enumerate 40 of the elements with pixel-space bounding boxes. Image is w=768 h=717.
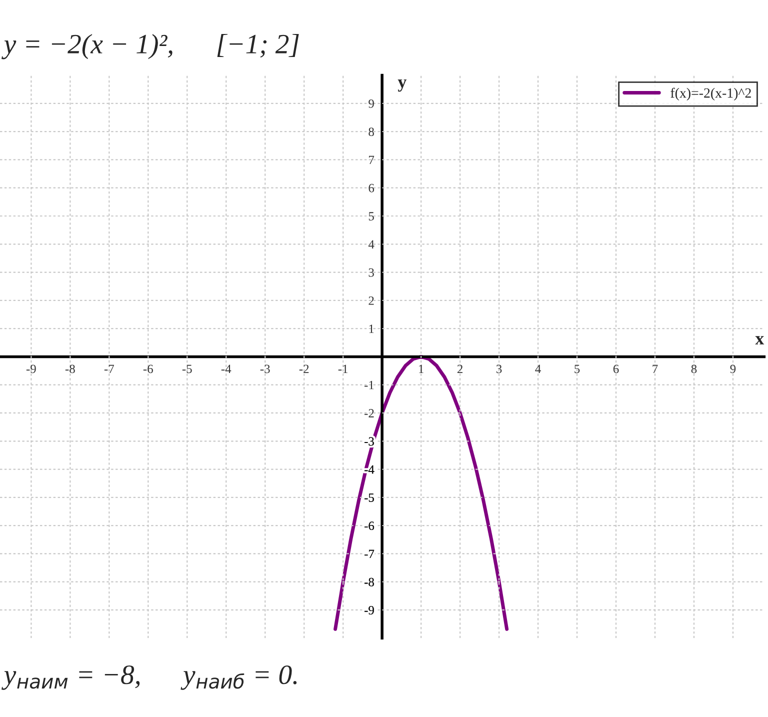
- x-tick-label: -1: [338, 364, 348, 374]
- x-tick-label: 5: [574, 364, 580, 374]
- y-tick-label: 3: [368, 268, 374, 277]
- y-axis-title: y: [398, 79, 407, 92]
- y-tick-label: -8: [364, 578, 374, 586]
- y-tick-label: 2: [368, 296, 374, 305]
- y-tick-label: 1: [369, 324, 374, 333]
- legend-label: f(x)=-2(x-1)^2: [670, 88, 751, 101]
- chart-title: y = −2(x − 1)², [−1; 2]: [2, 34, 299, 60]
- line-series: [334, 354, 509, 631]
- x-tick-label: 6: [613, 364, 619, 374]
- y-tick-label: 6: [368, 184, 374, 192]
- x-tick-label: 4: [535, 364, 541, 374]
- y-tick-label: 4: [368, 240, 374, 248]
- x-tick-label: -7: [104, 364, 114, 374]
- y-tick-label: 8: [368, 128, 374, 136]
- x-tick-label: -9: [26, 364, 36, 374]
- x-tick-label: -8: [65, 364, 75, 374]
- x-tick-label: 9: [730, 364, 736, 374]
- x-tick-label: 1: [419, 364, 424, 374]
- x-tick-label: 8: [691, 364, 697, 374]
- y-tick-label: 7: [369, 156, 374, 164]
- y-tick-label: -6: [364, 522, 374, 530]
- y-tick-label: 9: [368, 99, 374, 108]
- x-tick-label: 2: [457, 364, 462, 374]
- x-tick-label: -2: [299, 364, 309, 374]
- x-axis-title: x: [755, 336, 764, 344]
- y-tick-label: -2: [364, 409, 374, 418]
- x-tick-label: -5: [182, 364, 192, 374]
- x-tick-label: -3: [260, 364, 270, 374]
- x-tick-label: -4: [221, 364, 232, 374]
- x-tick-label: -6: [143, 364, 153, 374]
- x-tick-label: 7: [652, 364, 658, 374]
- y-tick-label: -9: [364, 606, 374, 614]
- y-tick-label: -7: [364, 550, 374, 558]
- y-tick-label: -1: [364, 380, 374, 390]
- x-tick-label: 3: [496, 364, 502, 374]
- text: y$_{наим}$ = −8, y$_{наиб}$ = 0.: [2, 665, 297, 690]
- y-tick-label: 5: [368, 212, 374, 220]
- y-tick-label: -5: [364, 494, 374, 502]
